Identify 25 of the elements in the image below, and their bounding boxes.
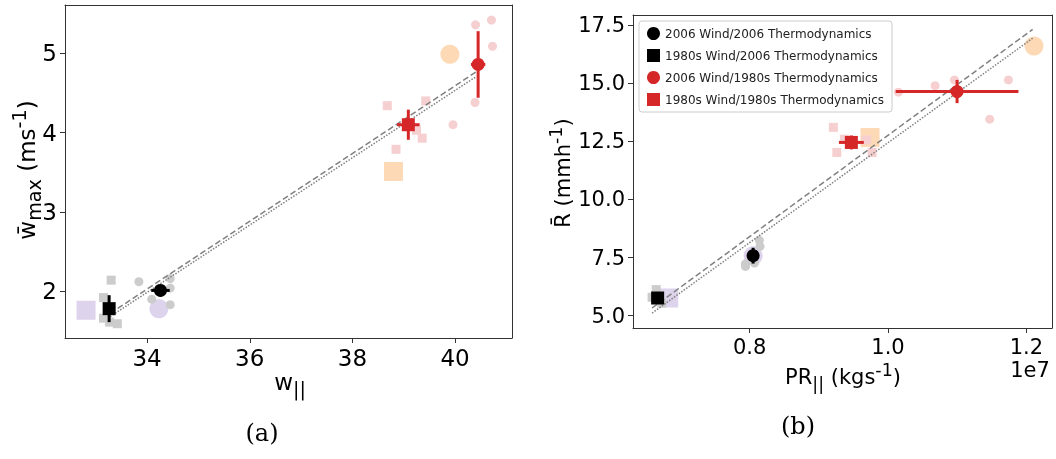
legend-label: 1980s Wind/2006 Thermodynamics bbox=[665, 48, 878, 63]
text: (a) bbox=[245, 419, 279, 447]
y-tick-label: 2 bbox=[42, 278, 57, 305]
y-tick-label: 12.5 bbox=[578, 129, 625, 154]
x-tick-label: 1.2 bbox=[1009, 334, 1044, 359]
x-tick-label: 1.0 bbox=[871, 334, 905, 359]
y-tick-label: 15.0 bbox=[578, 71, 625, 96]
y-tick-label: 17.5 bbox=[578, 13, 625, 37]
x-axis-title: w$_{||}$ bbox=[274, 369, 306, 401]
y-tick-label: 7.5 bbox=[591, 245, 625, 270]
x-axis-title: PR$_{||}$ (kgs$^{-1}$) bbox=[784, 360, 902, 394]
legend-label: 2006 Wind/1980s Thermodynamics bbox=[665, 70, 878, 85]
x-tick-label: 34 bbox=[132, 344, 162, 371]
x-tick-label: 40 bbox=[440, 344, 470, 371]
y-tick-label: 5.0 bbox=[591, 303, 625, 328]
legend-label: 1980s Wind/1980s Thermodynamics bbox=[665, 92, 885, 107]
x-tick-label: 36 bbox=[235, 344, 265, 371]
x-tick-label: 0.8 bbox=[732, 334, 767, 359]
legend-label: 2006 Wind/2006 Thermodynamics bbox=[665, 26, 872, 41]
text: 1e7 bbox=[1010, 358, 1050, 382]
text: (b) bbox=[780, 412, 816, 440]
y-tick-label: 5 bbox=[42, 40, 57, 67]
y-tick-label: 10.0 bbox=[578, 187, 625, 212]
y-tick-label: 3 bbox=[42, 198, 57, 225]
x-tick-label: 38 bbox=[337, 344, 368, 371]
